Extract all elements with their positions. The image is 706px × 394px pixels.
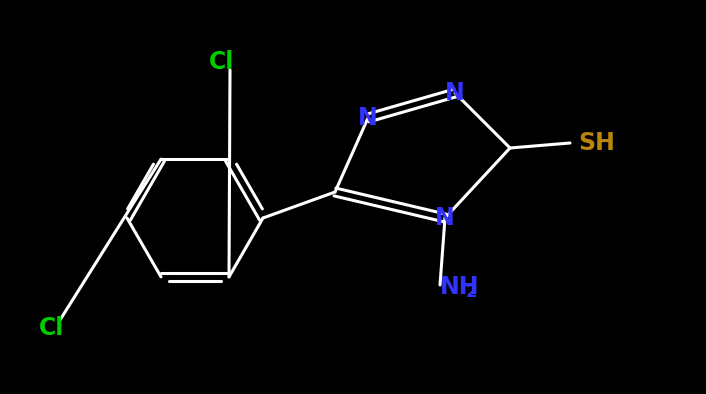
Text: NH: NH [440,275,479,299]
Text: Cl: Cl [209,50,234,74]
Text: N: N [435,206,455,230]
Text: SH: SH [578,131,615,155]
Text: N: N [445,81,465,105]
Text: Cl: Cl [40,316,65,340]
Text: 2: 2 [466,283,478,301]
Text: N: N [358,106,378,130]
